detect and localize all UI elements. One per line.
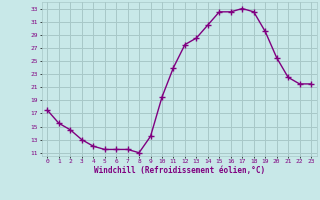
X-axis label: Windchill (Refroidissement éolien,°C): Windchill (Refroidissement éolien,°C) <box>94 166 265 175</box>
